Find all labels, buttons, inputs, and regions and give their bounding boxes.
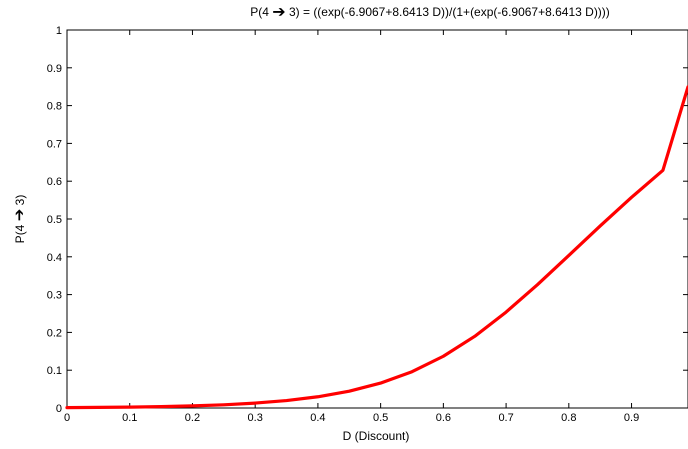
x-tick-label: 0.9 (624, 412, 639, 424)
y-axis-title-suffix: 3) (13, 195, 27, 206)
y-axis-title-prefix: P(4 (13, 224, 27, 243)
x-tick-label: 0.4 (310, 412, 325, 424)
series-line (65, 85, 688, 410)
chart-title: P(4 ➔ 3) = ((exp(-6.9067+8.6413 D))/(1+(… (250, 4, 610, 21)
y-tick-label: 0.9 (47, 63, 62, 75)
plot-area (66, 29, 688, 409)
y-tick-label: 0.1 (47, 365, 62, 377)
y-tick-label: 0 (56, 403, 62, 415)
chart-title-suffix: 3) = ((exp(-6.9067+8.6413 D))/(1+(exp(-6… (289, 5, 610, 19)
y-axis-title: P(4 ➔ 3) (11, 195, 28, 244)
y-tick-label: 0.2 (47, 327, 62, 339)
y-tick-label: 0.3 (47, 290, 62, 302)
x-tick-label: 0.1 (122, 412, 137, 424)
y-tick-label: 0.7 (47, 138, 62, 150)
y-tick-label: 1 (56, 25, 62, 37)
y-tick-label: 0.8 (47, 101, 62, 113)
y-axis: 0 0.1 0.2 0.3 0.4 0.5 0.6 0.7 0.8 0.9 1 (47, 25, 688, 415)
x-tick-label: 0.7 (498, 412, 513, 424)
x-tick-label: 0.5 (373, 412, 388, 424)
x-tick-label: 0 (64, 412, 70, 424)
x-axis-title: D (Discount) (343, 429, 410, 443)
chart-title-prefix: P(4 (250, 5, 269, 19)
x-tick-label: 0.3 (248, 412, 263, 424)
x-tick-label: 0.2 (185, 412, 200, 424)
y-tick-label: 0.4 (47, 252, 62, 264)
x-tick-label: 0.8 (561, 412, 576, 424)
arrow-icon: ➔ (11, 209, 28, 222)
x-tick-label: 0.6 (436, 412, 451, 424)
y-tick-label: 0.6 (47, 176, 62, 188)
y-tick-label: 0.5 (47, 214, 62, 226)
x-axis: 0 0.1 0.2 0.3 0.4 0.5 0.6 0.7 0.8 0.9 (64, 30, 639, 424)
arrow-icon: ➔ (272, 4, 285, 21)
